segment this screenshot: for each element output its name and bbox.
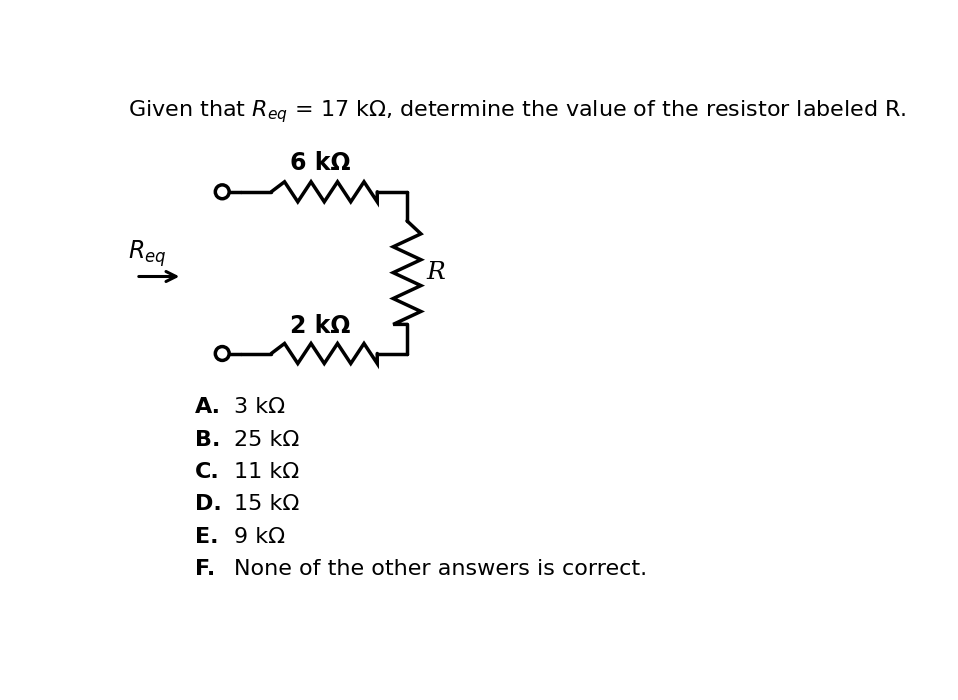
Text: None of the other answers is correct.: None of the other answers is correct. bbox=[234, 559, 647, 579]
Text: 15 kΩ: 15 kΩ bbox=[234, 494, 299, 514]
Text: $R_{eq}$: $R_{eq}$ bbox=[128, 238, 167, 269]
Text: E.: E. bbox=[195, 527, 218, 547]
Text: 11 kΩ: 11 kΩ bbox=[234, 462, 299, 482]
Text: B.: B. bbox=[195, 430, 220, 449]
Text: 6 kΩ: 6 kΩ bbox=[290, 151, 351, 175]
Text: F.: F. bbox=[195, 559, 216, 579]
Text: 3 kΩ: 3 kΩ bbox=[234, 398, 285, 417]
Text: 9 kΩ: 9 kΩ bbox=[234, 527, 285, 547]
Text: 25 kΩ: 25 kΩ bbox=[234, 430, 299, 449]
Text: C.: C. bbox=[195, 462, 220, 482]
Text: Given that $R_{eq}$ = 17 k$\Omega$, determine the value of the resistor labeled : Given that $R_{eq}$ = 17 k$\Omega$, dete… bbox=[128, 98, 907, 125]
Text: R: R bbox=[426, 261, 445, 284]
Text: D.: D. bbox=[195, 494, 222, 514]
Text: 2 kΩ: 2 kΩ bbox=[290, 314, 351, 338]
Text: A.: A. bbox=[195, 398, 221, 417]
